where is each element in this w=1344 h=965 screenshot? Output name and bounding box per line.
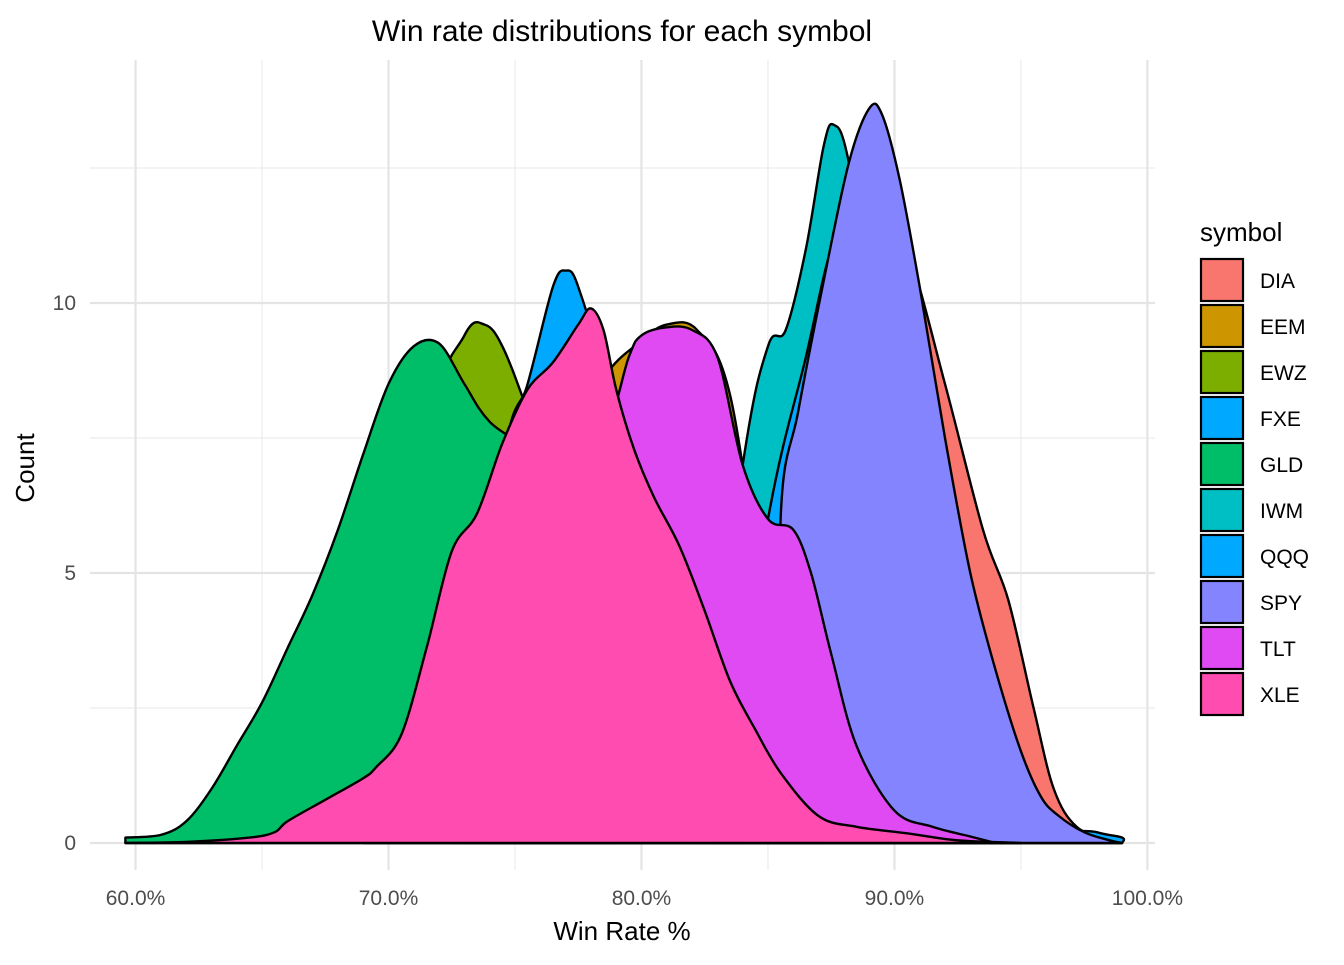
legend-label-iwm: IWM: [1260, 500, 1303, 523]
x-axis-label: Win Rate %: [553, 916, 690, 946]
legend-label-spy: SPY: [1260, 592, 1302, 615]
density-areas: [124, 102, 1126, 845]
x-tick-label: 90.0%: [865, 887, 925, 910]
y-tick-label: 0: [64, 832, 76, 855]
x-tick-label: 100.0%: [1112, 887, 1183, 910]
legend-label-eem: EEM: [1260, 316, 1306, 339]
legend-key-spy: [1199, 579, 1245, 625]
legend-key-fxe: [1199, 395, 1245, 441]
legend-label-dia: DIA: [1260, 270, 1295, 293]
legend-label-ewz: EWZ: [1260, 362, 1307, 385]
x-tick-labels: 60.0% 70.0% 80.0% 90.0% 100.0%: [106, 887, 1183, 910]
legend-label-gld: GLD: [1260, 454, 1303, 477]
legend-key-gld: [1199, 441, 1245, 487]
legend-key-dia: [1199, 257, 1245, 303]
legend-key-eem: [1199, 303, 1245, 349]
legend-key-tlt: [1199, 625, 1245, 671]
y-tick-label: 10: [53, 292, 76, 315]
x-tick-label: 70.0%: [359, 887, 419, 910]
legend-title: symbol: [1200, 217, 1282, 247]
density-area-xle: [124, 307, 1023, 845]
legend-label-fxe: FXE: [1260, 408, 1301, 431]
y-tick-label: 5: [64, 562, 76, 585]
legend-key-xle: [1199, 671, 1245, 717]
y-tick-labels: 0 5 10: [53, 292, 76, 855]
legend-key-iwm: [1199, 487, 1245, 533]
chart-title: Win rate distributions for each symbol: [372, 15, 872, 48]
x-tick-label: 80.0%: [612, 887, 672, 910]
legend-key-qqq: [1199, 533, 1245, 579]
legend-label-tlt: TLT: [1260, 638, 1296, 661]
density-area-spy: [778, 102, 1124, 845]
y-axis-label: Count: [10, 433, 40, 503]
legend-key-ewz: [1199, 349, 1245, 395]
legend-label-xle: XLE: [1260, 684, 1300, 707]
x-tick-label: 60.0%: [106, 887, 166, 910]
legend: symbol DIA EEM EWZ FXE GLD IWM QQQ SPY TLT XLE: [1199, 217, 1309, 717]
legend-label-qqq: QQQ: [1260, 546, 1309, 569]
